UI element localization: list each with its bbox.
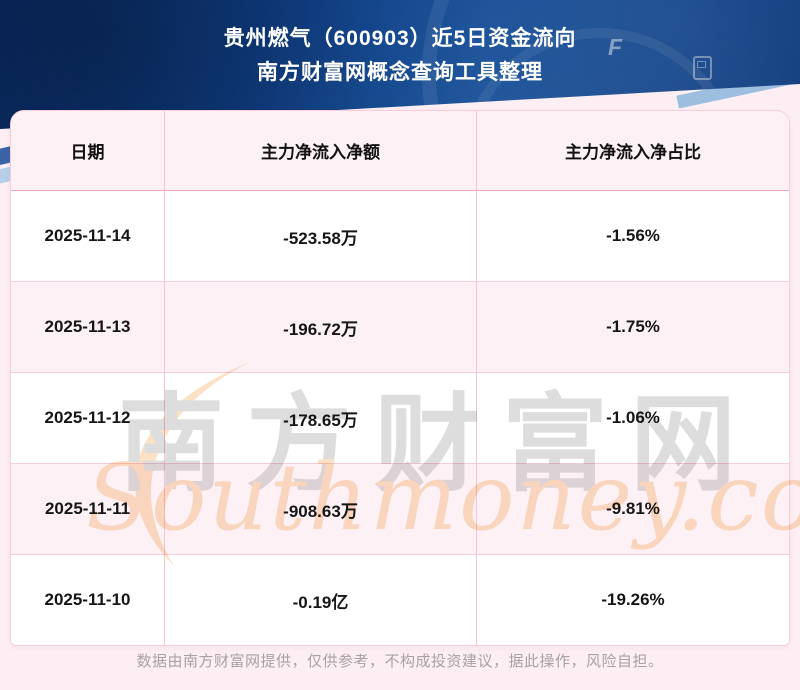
cell-ratio: -1.56% (606, 226, 660, 245)
table-header-row: 日期 主力净流入净额 主力净流入净占比 (11, 111, 789, 191)
column-header-ratio: 主力净流入净占比 (565, 143, 701, 162)
cell-ratio: -19.26% (601, 590, 665, 609)
fuel-pump-icon (693, 56, 712, 80)
gauge-letter-f: F (607, 34, 622, 60)
cell-amount: -196.72万 (165, 282, 477, 372)
table-row: 2025-11-10 -0.19亿 -19.26% (11, 555, 789, 645)
cell-amount: -523.58万 (165, 191, 477, 281)
cell-ratio: -1.75% (606, 317, 660, 336)
cell-date: 2025-11-10 (11, 555, 165, 645)
footer-disclaimer: 数据由南方财富网提供，仅供参考，不构成投资建议，据此操作，风险自担。 (136, 653, 664, 670)
fund-flow-table: 日期 主力净流入净额 主力净流入净占比 2025-11-14 -523.58万 … (10, 110, 790, 646)
cell-date: 2025-11-11 (11, 464, 165, 554)
cell-amount: -908.63万 (165, 464, 477, 554)
column-header-amount: 主力净流入净额 (165, 111, 477, 190)
cell-date: 2025-11-13 (11, 282, 165, 372)
cell-ratio: -9.81% (606, 499, 660, 518)
hero-header: F (0, 0, 800, 129)
cell-date: 2025-11-12 (11, 373, 165, 463)
page-title: 贵州燃气（600903）近5日资金流向 南方财富网概念查询工具整理 (0, 22, 800, 90)
table-row: 2025-11-11 -908.63万 -9.81% (11, 464, 789, 555)
page-title-line1: 贵州燃气（600903）近5日资金流向 (223, 27, 577, 50)
fuel-gauge-arc-icon (422, 0, 800, 129)
table-row: 2025-11-14 -523.58万 -1.56% (11, 191, 789, 282)
page-title-line2: 南方财富网概念查询工具整理 (257, 61, 543, 84)
cell-ratio: -1.06% (606, 408, 660, 427)
table-row: 2025-11-13 -196.72万 -1.75% (11, 282, 789, 373)
cell-amount: -178.65万 (165, 373, 477, 463)
cell-amount: -0.19亿 (165, 555, 477, 645)
table-row: 2025-11-12 -178.65万 -1.06% (11, 373, 789, 464)
column-header-date: 日期 (11, 111, 165, 190)
cell-date: 2025-11-14 (11, 191, 165, 281)
